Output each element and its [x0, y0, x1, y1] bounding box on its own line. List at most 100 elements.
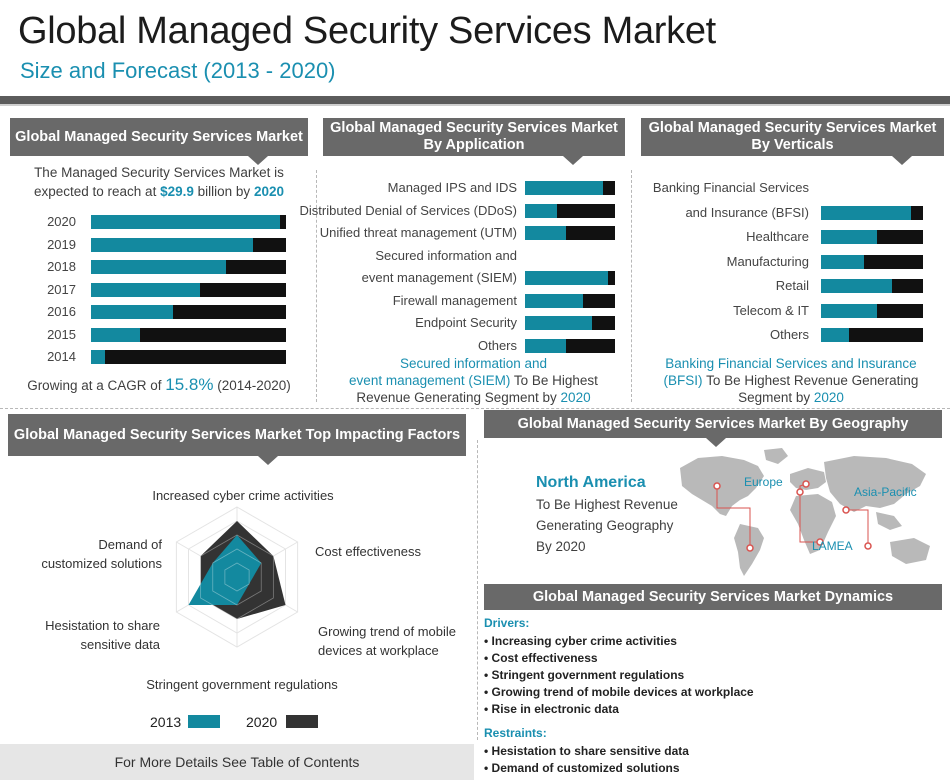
- vertical-label: Others: [769, 327, 809, 342]
- footer-link[interactable]: For More Details See Table of Contents: [0, 744, 474, 780]
- factors-panel-header: Global Managed Security Services Market …: [8, 414, 466, 456]
- map-asia: [824, 456, 926, 512]
- radar-axis-label: Increased cyber crime activities: [152, 488, 334, 503]
- application-label: event management (SIEM): [361, 270, 517, 285]
- application-note-line1: Secured information and: [316, 356, 631, 371]
- verticals-note-line3-text: Segment by: [738, 390, 811, 405]
- verticals-note-line3: Segment by 2020: [640, 390, 942, 405]
- geo-label-lamea: LAMEA: [812, 539, 853, 553]
- header-divider-shadow: [0, 104, 950, 106]
- geography-header-arrow: [706, 438, 726, 447]
- application-note-line3: Revenue Generating Segment by 2020: [316, 390, 631, 405]
- application-label: Unified threat management (UTM): [319, 225, 517, 240]
- verticals-note-year: 2020: [813, 390, 844, 405]
- application-label: Secured information and: [375, 247, 517, 263]
- application-bar: [525, 338, 615, 353]
- vertical-bar: [821, 328, 923, 342]
- page-title: Global Managed Security Services Market: [18, 10, 716, 52]
- radar-inner-ring: [200, 534, 274, 620]
- radar-legend-label: 2013: [150, 714, 181, 730]
- application-bar-fill: [525, 316, 592, 330]
- vertical-bar-fill: [821, 328, 849, 342]
- application-note-rest: To Be Highest: [513, 373, 598, 388]
- application-bar: [525, 271, 615, 285]
- market-intro-mid: billion by: [197, 184, 251, 199]
- application-bar-fill: [525, 203, 558, 218]
- application-label: Firewall management: [392, 292, 517, 308]
- market-intro-line1: The Managed Security Services Market is: [34, 165, 284, 180]
- vertical-bar-fill: [821, 303, 878, 318]
- dynamics-list-item: • Stringent government regulations: [484, 668, 685, 682]
- year-label: 2017: [47, 281, 76, 297]
- year-bar-fill: [91, 327, 140, 342]
- dynamics-list-item: • Hesistation to share sensitive data: [484, 744, 689, 758]
- year-label: 2018: [47, 259, 76, 274]
- geo-markers: [713, 480, 872, 552]
- marker-south-america: [746, 544, 754, 552]
- year-bar-fill: [91, 215, 281, 229]
- verticals-header-arrow: [892, 156, 912, 165]
- radar-axis-label: Cost effectiveness: [315, 544, 421, 559]
- year-bar: [91, 327, 286, 342]
- radar-legend-swatch-2013: [188, 715, 220, 728]
- geo-highlight: North America: [536, 474, 646, 491]
- market-header-arrow: [248, 156, 268, 165]
- year-bar: [91, 350, 286, 364]
- year-bar-fill: [91, 350, 105, 364]
- page-subtitle: Size and Forecast (2013 - 2020): [20, 58, 336, 83]
- dynamics-list-item: • Demand of customized solutions: [484, 761, 680, 775]
- application-note-line2: event management (SIEM) To Be Highest: [316, 373, 631, 388]
- separator-1: [316, 170, 317, 402]
- vertical-label: Banking Financial Services: [652, 180, 809, 195]
- world-map: [680, 448, 930, 576]
- factors-radar-chart: Increased cyber crime activities Cost eff…: [41, 488, 456, 730]
- geo-line2: Generating Geography: [536, 518, 674, 533]
- year-bar-fill: [91, 260, 226, 274]
- vertical-label: and Insurance (BFSI): [685, 204, 809, 220]
- dynamics-list-item: • Cost effectiveness: [484, 651, 598, 665]
- application-bar-fill: [525, 271, 608, 285]
- year-bar: [91, 237, 286, 252]
- separator-2: [631, 170, 632, 402]
- radar-axis-label: Growing trend of mobile: [318, 624, 456, 639]
- vertical-bar-fill: [821, 279, 893, 293]
- map-greenland: [764, 448, 788, 464]
- application-bar-fill: [525, 338, 566, 353]
- vertical-bar: [821, 205, 923, 220]
- application-note-teal2: event management (SIEM): [349, 373, 511, 388]
- year-bar: [91, 282, 286, 297]
- radar-axis-label: devices at workplace: [318, 643, 439, 658]
- cagr-value: 15.8%: [165, 375, 214, 394]
- year-label: 2020: [47, 214, 76, 229]
- map-europe: [790, 468, 826, 490]
- application-panel-header: Global Managed Security Services Market …: [323, 118, 625, 156]
- application-label: Managed IPS and IDS: [387, 180, 517, 195]
- application-bar: [525, 181, 615, 195]
- vertical-bar: [821, 230, 923, 244]
- geo-line3: By 2020: [536, 539, 586, 554]
- connector-lamea: [799, 492, 820, 543]
- radar-inner-ring: [212, 548, 262, 606]
- connector-na: [716, 486, 751, 548]
- vertical-label: Manufacturing: [726, 253, 809, 269]
- verticals-note-teal1: Banking Financial Services and Insurance: [665, 356, 917, 371]
- restraints-list: • Hesistation to share sensitive data • D…: [484, 743, 689, 777]
- market-intro-pre: expected to reach at: [33, 184, 157, 199]
- application-label: Endpoint Security: [415, 315, 517, 330]
- vertical-bar: [821, 254, 923, 269]
- dynamics-list-item: • Increasing cyber crime activities: [484, 634, 677, 648]
- application-bar: [525, 203, 615, 218]
- map-australia: [890, 538, 930, 564]
- vertical-bar-fill: [821, 254, 864, 269]
- radar-series-2013: [188, 535, 262, 605]
- market-intro-line2: expected to reach at $29.9 billion by 20…: [10, 184, 308, 199]
- application-note-teal1: Secured information and: [399, 356, 548, 371]
- restraints-title: Restraints:: [484, 726, 547, 740]
- year-bar-fill: [91, 282, 201, 297]
- application-label: Distributed Denial of Services (DDoS): [299, 202, 517, 218]
- year-bar: [91, 215, 286, 229]
- header-divider: [0, 96, 950, 104]
- dynamics-panel-header: Global Managed Security Services Market …: [484, 584, 942, 610]
- marker-asia: [842, 506, 850, 514]
- geo-label-europe: Europe: [744, 475, 783, 489]
